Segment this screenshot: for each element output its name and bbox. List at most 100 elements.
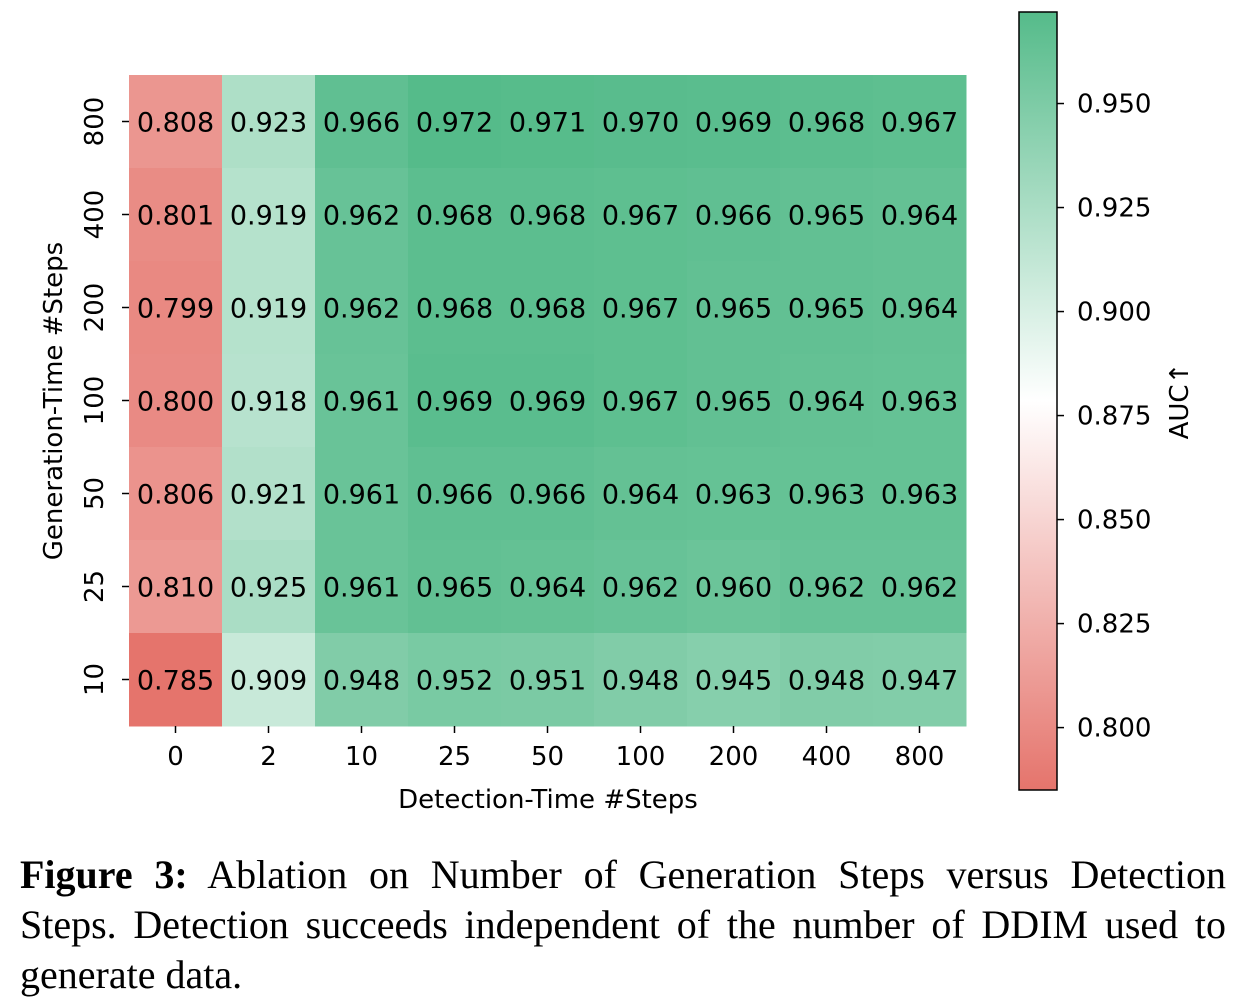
x-tick-label: 100 <box>616 742 666 772</box>
colorbar: 0.800 0.825 0.850 0.875 0.900 0.925 0.950 AUC↑ <box>1018 11 1195 791</box>
cell-value-label: 0.972 <box>416 108 493 139</box>
heatmap-cell <box>408 168 502 262</box>
caption-text: Ablation on Number of Generation Steps v… <box>20 852 1227 997</box>
y-tick-label: 25 <box>80 570 110 603</box>
cell-value-label: 0.966 <box>323 108 400 139</box>
cell-value-label: 0.808 <box>137 108 214 139</box>
heatmap-cell <box>594 261 688 355</box>
cell-value-label: 0.962 <box>881 573 958 604</box>
cell-value-label: 0.970 <box>602 108 679 139</box>
cell-value-label: 0.909 <box>230 666 307 697</box>
cell-value-label: 0.948 <box>323 666 400 697</box>
heatmap-cell <box>315 261 409 355</box>
x-tick-label: 2 <box>260 742 277 772</box>
cell-value-label: 0.968 <box>509 201 586 232</box>
heatmap-cell <box>594 168 688 262</box>
cell-value-label: 0.960 <box>695 573 772 604</box>
heatmap-cell <box>873 633 967 727</box>
heatmap-cell <box>594 633 688 727</box>
cell-value-label: 0.971 <box>509 108 586 139</box>
y-axis: 800 400 200 100 50 25 10 <box>80 97 129 696</box>
heatmap-cell <box>501 168 595 262</box>
heatmap-cell <box>780 168 874 262</box>
cell-value-label: 0.964 <box>881 201 958 232</box>
y-axis-label: Generation-Time #Steps <box>39 242 69 560</box>
colorbar-label: AUC↑ <box>1165 363 1195 440</box>
heatmap-cell <box>315 540 409 634</box>
heatmap-cell <box>873 168 967 262</box>
x-tick-label: 0 <box>167 742 184 772</box>
cell-value-label: 0.962 <box>788 573 865 604</box>
cell-value-label: 0.967 <box>881 108 958 139</box>
heatmap-cell <box>873 261 967 355</box>
heatmap-cell <box>408 447 502 541</box>
cell-value-label: 0.801 <box>137 201 214 232</box>
x-tick-label: 400 <box>802 742 852 772</box>
heatmap-cell <box>222 168 316 262</box>
heatmap-cell <box>315 75 409 169</box>
figure-caption: Figure 3: Ablation on Number of Generati… <box>20 850 1226 1000</box>
heatmap-cell <box>408 633 502 727</box>
heatmap-cell <box>687 633 781 727</box>
cell-value-label: 0.966 <box>416 480 493 511</box>
heatmap-cell <box>222 261 316 355</box>
colorbar-tick-label: 0.875 <box>1077 402 1151 432</box>
cell-value-label: 0.961 <box>323 480 400 511</box>
heatmap-cell <box>594 75 688 169</box>
cell-value-label: 0.963 <box>788 480 865 511</box>
y-tick-label: 50 <box>80 477 110 510</box>
heatmap-cell <box>780 540 874 634</box>
heatmap-cell <box>129 354 223 448</box>
cell-value-label: 0.962 <box>602 573 679 604</box>
heatmap-cell <box>315 168 409 262</box>
heatmap-cell <box>222 354 316 448</box>
heatmap-cell <box>129 633 223 727</box>
heatmap-cell <box>873 540 967 634</box>
heatmap-cell <box>129 168 223 262</box>
heatmap-cell <box>501 75 595 169</box>
cell-value-label: 0.964 <box>788 387 865 418</box>
heatmap-cell <box>315 633 409 727</box>
heatmap-cell <box>408 354 502 448</box>
y-tick-label: 800 <box>80 97 110 147</box>
cell-value-label: 0.945 <box>695 666 772 697</box>
heatmap-cells <box>129 75 967 727</box>
cell-value-label: 0.968 <box>416 294 493 325</box>
x-tick-label: 800 <box>895 742 945 772</box>
cell-value-label: 0.965 <box>416 573 493 604</box>
heatmap-cell <box>315 447 409 541</box>
heatmap-cell-labels: 0.808 0.923 0.966 0.972 0.971 0.970 0.969 0.968… <box>137 108 958 697</box>
heatmap-cell <box>873 447 967 541</box>
cell-value-label: 0.967 <box>602 201 679 232</box>
cell-value-label: 0.965 <box>695 294 772 325</box>
heatmap-cell <box>408 540 502 634</box>
heatmap-cell <box>873 354 967 448</box>
heatmap-cell <box>222 447 316 541</box>
cell-value-label: 0.962 <box>323 201 400 232</box>
heatmap-cell <box>780 354 874 448</box>
colorbar-tick-label: 0.800 <box>1077 714 1151 744</box>
cell-value-label: 0.967 <box>602 294 679 325</box>
heatmap-cell <box>129 447 223 541</box>
cell-value-label: 0.967 <box>602 387 679 418</box>
heatmap-cell <box>315 354 409 448</box>
heatmap-cell <box>687 540 781 634</box>
cell-value-label: 0.968 <box>509 294 586 325</box>
cell-value-label: 0.969 <box>416 387 493 418</box>
cell-value-label: 0.965 <box>695 387 772 418</box>
heatmap-cell <box>408 261 502 355</box>
cell-value-label: 0.961 <box>323 387 400 418</box>
cell-value-label: 0.968 <box>788 108 865 139</box>
cell-value-label: 0.948 <box>602 666 679 697</box>
cell-value-label: 0.964 <box>509 573 586 604</box>
cell-value-label: 0.921 <box>230 480 307 511</box>
heatmap-cell <box>594 447 688 541</box>
colorbar-gradient <box>1018 11 1058 791</box>
cell-value-label: 0.810 <box>137 573 214 604</box>
colorbar-ticks: 0.800 0.825 0.850 0.875 0.900 0.925 0.950 <box>1057 90 1151 744</box>
heatmap-cell <box>687 75 781 169</box>
x-axis: 0 2 10 25 50 100 200 400 800 <box>167 726 944 772</box>
cell-value-label: 0.806 <box>137 480 214 511</box>
colorbar-tick-label: 0.825 <box>1077 610 1151 640</box>
cell-value-label: 0.925 <box>230 573 307 604</box>
